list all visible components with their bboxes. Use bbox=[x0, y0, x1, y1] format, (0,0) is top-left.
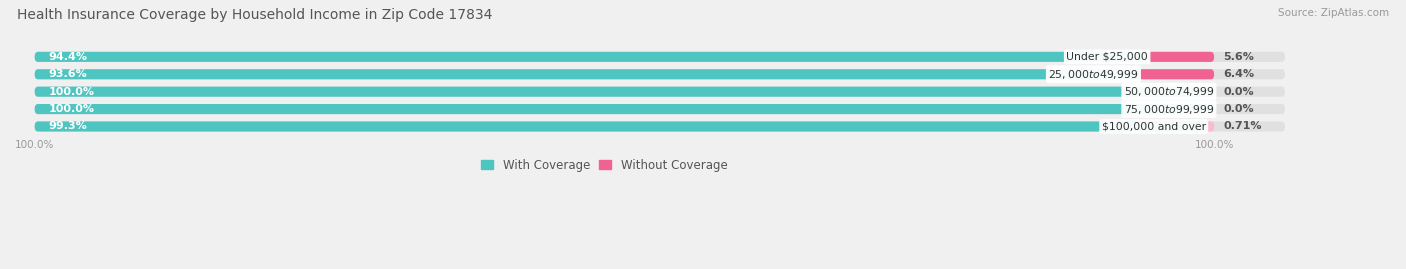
Legend: With Coverage, Without Coverage: With Coverage, Without Coverage bbox=[477, 154, 733, 176]
FancyBboxPatch shape bbox=[1206, 121, 1215, 132]
Text: 0.0%: 0.0% bbox=[1223, 104, 1254, 114]
FancyBboxPatch shape bbox=[35, 121, 1285, 132]
FancyBboxPatch shape bbox=[35, 121, 1206, 132]
FancyBboxPatch shape bbox=[35, 87, 1215, 97]
Text: 100.0%: 100.0% bbox=[49, 104, 94, 114]
FancyBboxPatch shape bbox=[35, 52, 1149, 62]
Text: 94.4%: 94.4% bbox=[49, 52, 87, 62]
Text: $75,000 to $99,999: $75,000 to $99,999 bbox=[1123, 102, 1215, 116]
FancyBboxPatch shape bbox=[35, 52, 1285, 62]
Text: Under $25,000: Under $25,000 bbox=[1066, 52, 1149, 62]
Text: $50,000 to $74,999: $50,000 to $74,999 bbox=[1123, 85, 1215, 98]
Text: 0.0%: 0.0% bbox=[1223, 87, 1254, 97]
Text: Source: ZipAtlas.com: Source: ZipAtlas.com bbox=[1278, 8, 1389, 18]
Text: $25,000 to $49,999: $25,000 to $49,999 bbox=[1049, 68, 1139, 81]
Text: 100.0%: 100.0% bbox=[49, 87, 94, 97]
Text: 0.71%: 0.71% bbox=[1223, 122, 1263, 132]
Text: 99.3%: 99.3% bbox=[49, 122, 87, 132]
Text: $100,000 and over: $100,000 and over bbox=[1102, 122, 1206, 132]
FancyBboxPatch shape bbox=[35, 104, 1215, 114]
FancyBboxPatch shape bbox=[35, 69, 1139, 79]
Text: Health Insurance Coverage by Household Income in Zip Code 17834: Health Insurance Coverage by Household I… bbox=[17, 8, 492, 22]
FancyBboxPatch shape bbox=[35, 104, 1285, 114]
FancyBboxPatch shape bbox=[1139, 69, 1215, 79]
FancyBboxPatch shape bbox=[35, 87, 1285, 97]
FancyBboxPatch shape bbox=[35, 69, 1285, 79]
Text: 6.4%: 6.4% bbox=[1223, 69, 1254, 79]
Text: 93.6%: 93.6% bbox=[49, 69, 87, 79]
Text: 5.6%: 5.6% bbox=[1223, 52, 1254, 62]
FancyBboxPatch shape bbox=[1149, 52, 1215, 62]
